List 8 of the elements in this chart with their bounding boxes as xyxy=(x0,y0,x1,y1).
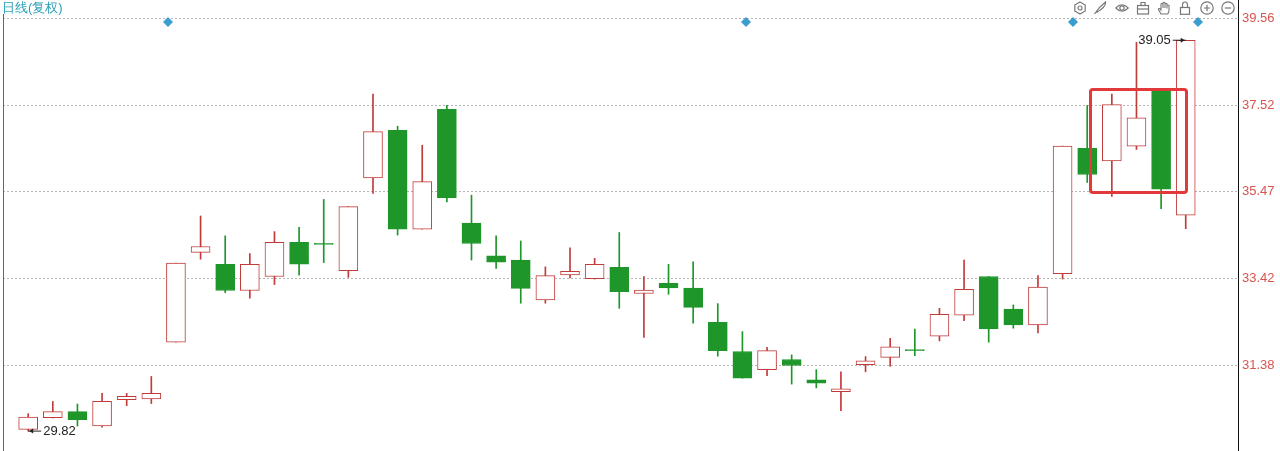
annotation: 39.05 xyxy=(1138,31,1171,47)
chart-title: 日线(复权) xyxy=(2,0,63,16)
y-tick-label: 35.47 xyxy=(1242,183,1275,199)
y-tick-label: 39.56 xyxy=(1242,10,1275,26)
y-tick-label: 37.52 xyxy=(1242,96,1275,112)
y-tick-label: 31.38 xyxy=(1242,356,1275,372)
y-tick-label: 33.42 xyxy=(1242,270,1275,286)
annotation: 29.82 xyxy=(43,422,76,438)
